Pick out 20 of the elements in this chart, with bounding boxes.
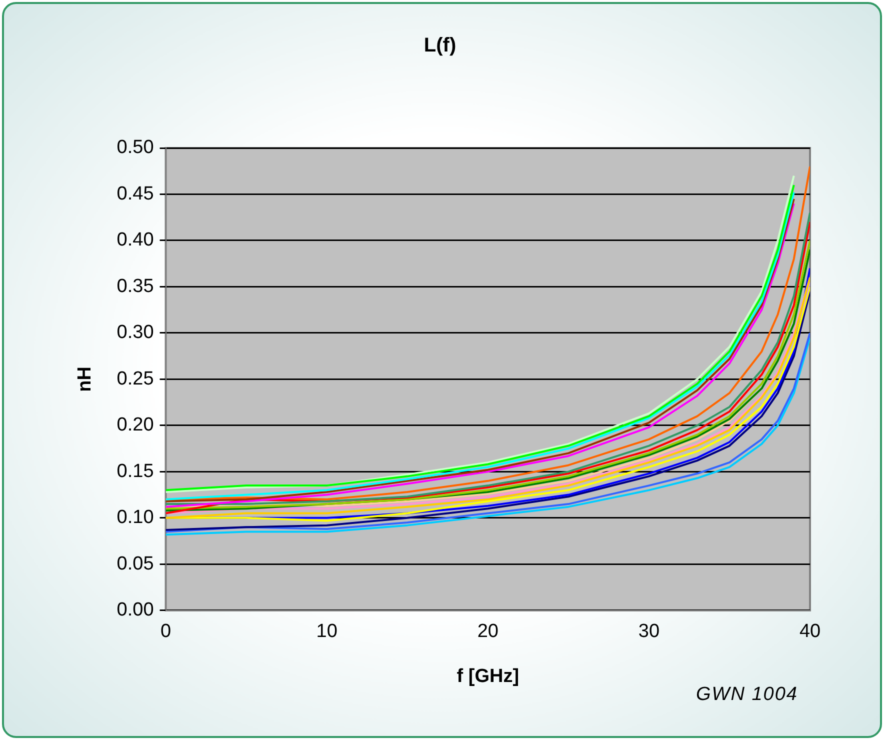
y-axis-title: nH — [74, 366, 96, 392]
y-tick-label: 0.30 — [116, 322, 154, 344]
y-tick-label: 0.25 — [116, 368, 154, 390]
y-tick-label: 0.05 — [116, 553, 154, 574]
y-tick-label: 0.45 — [116, 183, 154, 204]
x-tick-label: 10 — [316, 621, 338, 642]
y-tick-label: 0.15 — [116, 460, 154, 482]
x-axis-title: f [GHz] — [456, 666, 520, 687]
y-tick-label: 0.20 — [116, 414, 154, 436]
y-tick-label: 0.00 — [116, 600, 154, 621]
x-tick-label: 0 — [160, 621, 172, 642]
y-tick-label: 0.10 — [116, 507, 154, 528]
y-tick-label: 0.35 — [116, 276, 154, 297]
x-tick-label: 20 — [477, 621, 498, 642]
y-tick-label: 0.40 — [116, 230, 154, 251]
text: GWN 1004 — [696, 684, 798, 706]
chart-title: L(f) — [424, 34, 456, 57]
x-tick-label: 40 — [799, 621, 821, 642]
x-tick-label: 30 — [638, 621, 660, 642]
y-tick-label: 0.50 — [116, 137, 154, 158]
